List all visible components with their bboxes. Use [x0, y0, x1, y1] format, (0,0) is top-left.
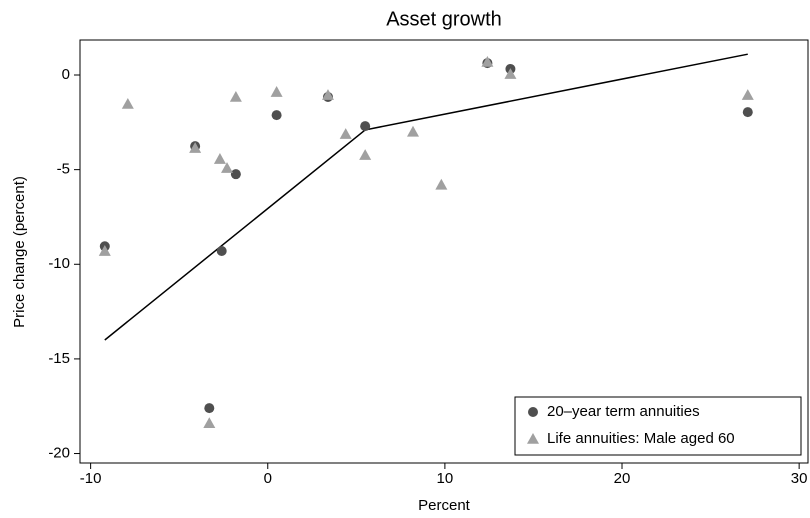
- legend-label: 20–year term annuities: [547, 403, 700, 420]
- y-tick-label: -20: [48, 445, 70, 462]
- triangle-point: [321, 89, 334, 100]
- circle-point: [230, 169, 241, 180]
- triangle-point: [221, 162, 234, 173]
- triangle-point: [203, 417, 216, 429]
- y-tick-label: 0: [62, 66, 70, 83]
- legend-marker: [527, 433, 539, 444]
- triangle-point: [229, 90, 242, 102]
- circle-point: [216, 246, 227, 257]
- x-tick-label: 20: [614, 470, 631, 487]
- legend-marker: [528, 407, 538, 417]
- circle-point: [271, 110, 282, 121]
- circle-point: [204, 403, 215, 414]
- y-tick-label: -15: [48, 350, 70, 367]
- circle-point: [742, 107, 753, 118]
- triangle-point: [213, 153, 226, 164]
- x-tick-label: -10: [80, 470, 102, 487]
- y-axis-label: Price change (percent): [11, 176, 28, 328]
- legend-box: [514, 396, 802, 456]
- triangle-point: [339, 128, 352, 139]
- triangle-point: [435, 178, 448, 190]
- triangle-point: [189, 142, 202, 153]
- triangle-point: [504, 68, 517, 79]
- plot-frame: [79, 39, 809, 464]
- circle-point: [360, 121, 371, 132]
- fit-line: [104, 53, 748, 341]
- triangle-point: [481, 55, 494, 67]
- triangle-point: [270, 86, 283, 97]
- y-tick-label: -10: [48, 255, 70, 272]
- legend-label: Life annuities: Male aged 60: [547, 430, 735, 447]
- triangle-point: [98, 245, 111, 256]
- x-tick-label: 10: [437, 470, 454, 487]
- chart-title: Asset growth: [386, 8, 502, 30]
- triangle-point: [121, 97, 134, 109]
- triangle-point: [359, 149, 372, 160]
- x-tick-label: 30: [791, 470, 808, 487]
- triangle-point: [741, 89, 754, 100]
- triangle-point: [407, 125, 420, 137]
- x-tick-label: 0: [264, 470, 272, 487]
- x-axis-label: Percent: [418, 497, 471, 514]
- y-tick-label: -5: [57, 161, 70, 178]
